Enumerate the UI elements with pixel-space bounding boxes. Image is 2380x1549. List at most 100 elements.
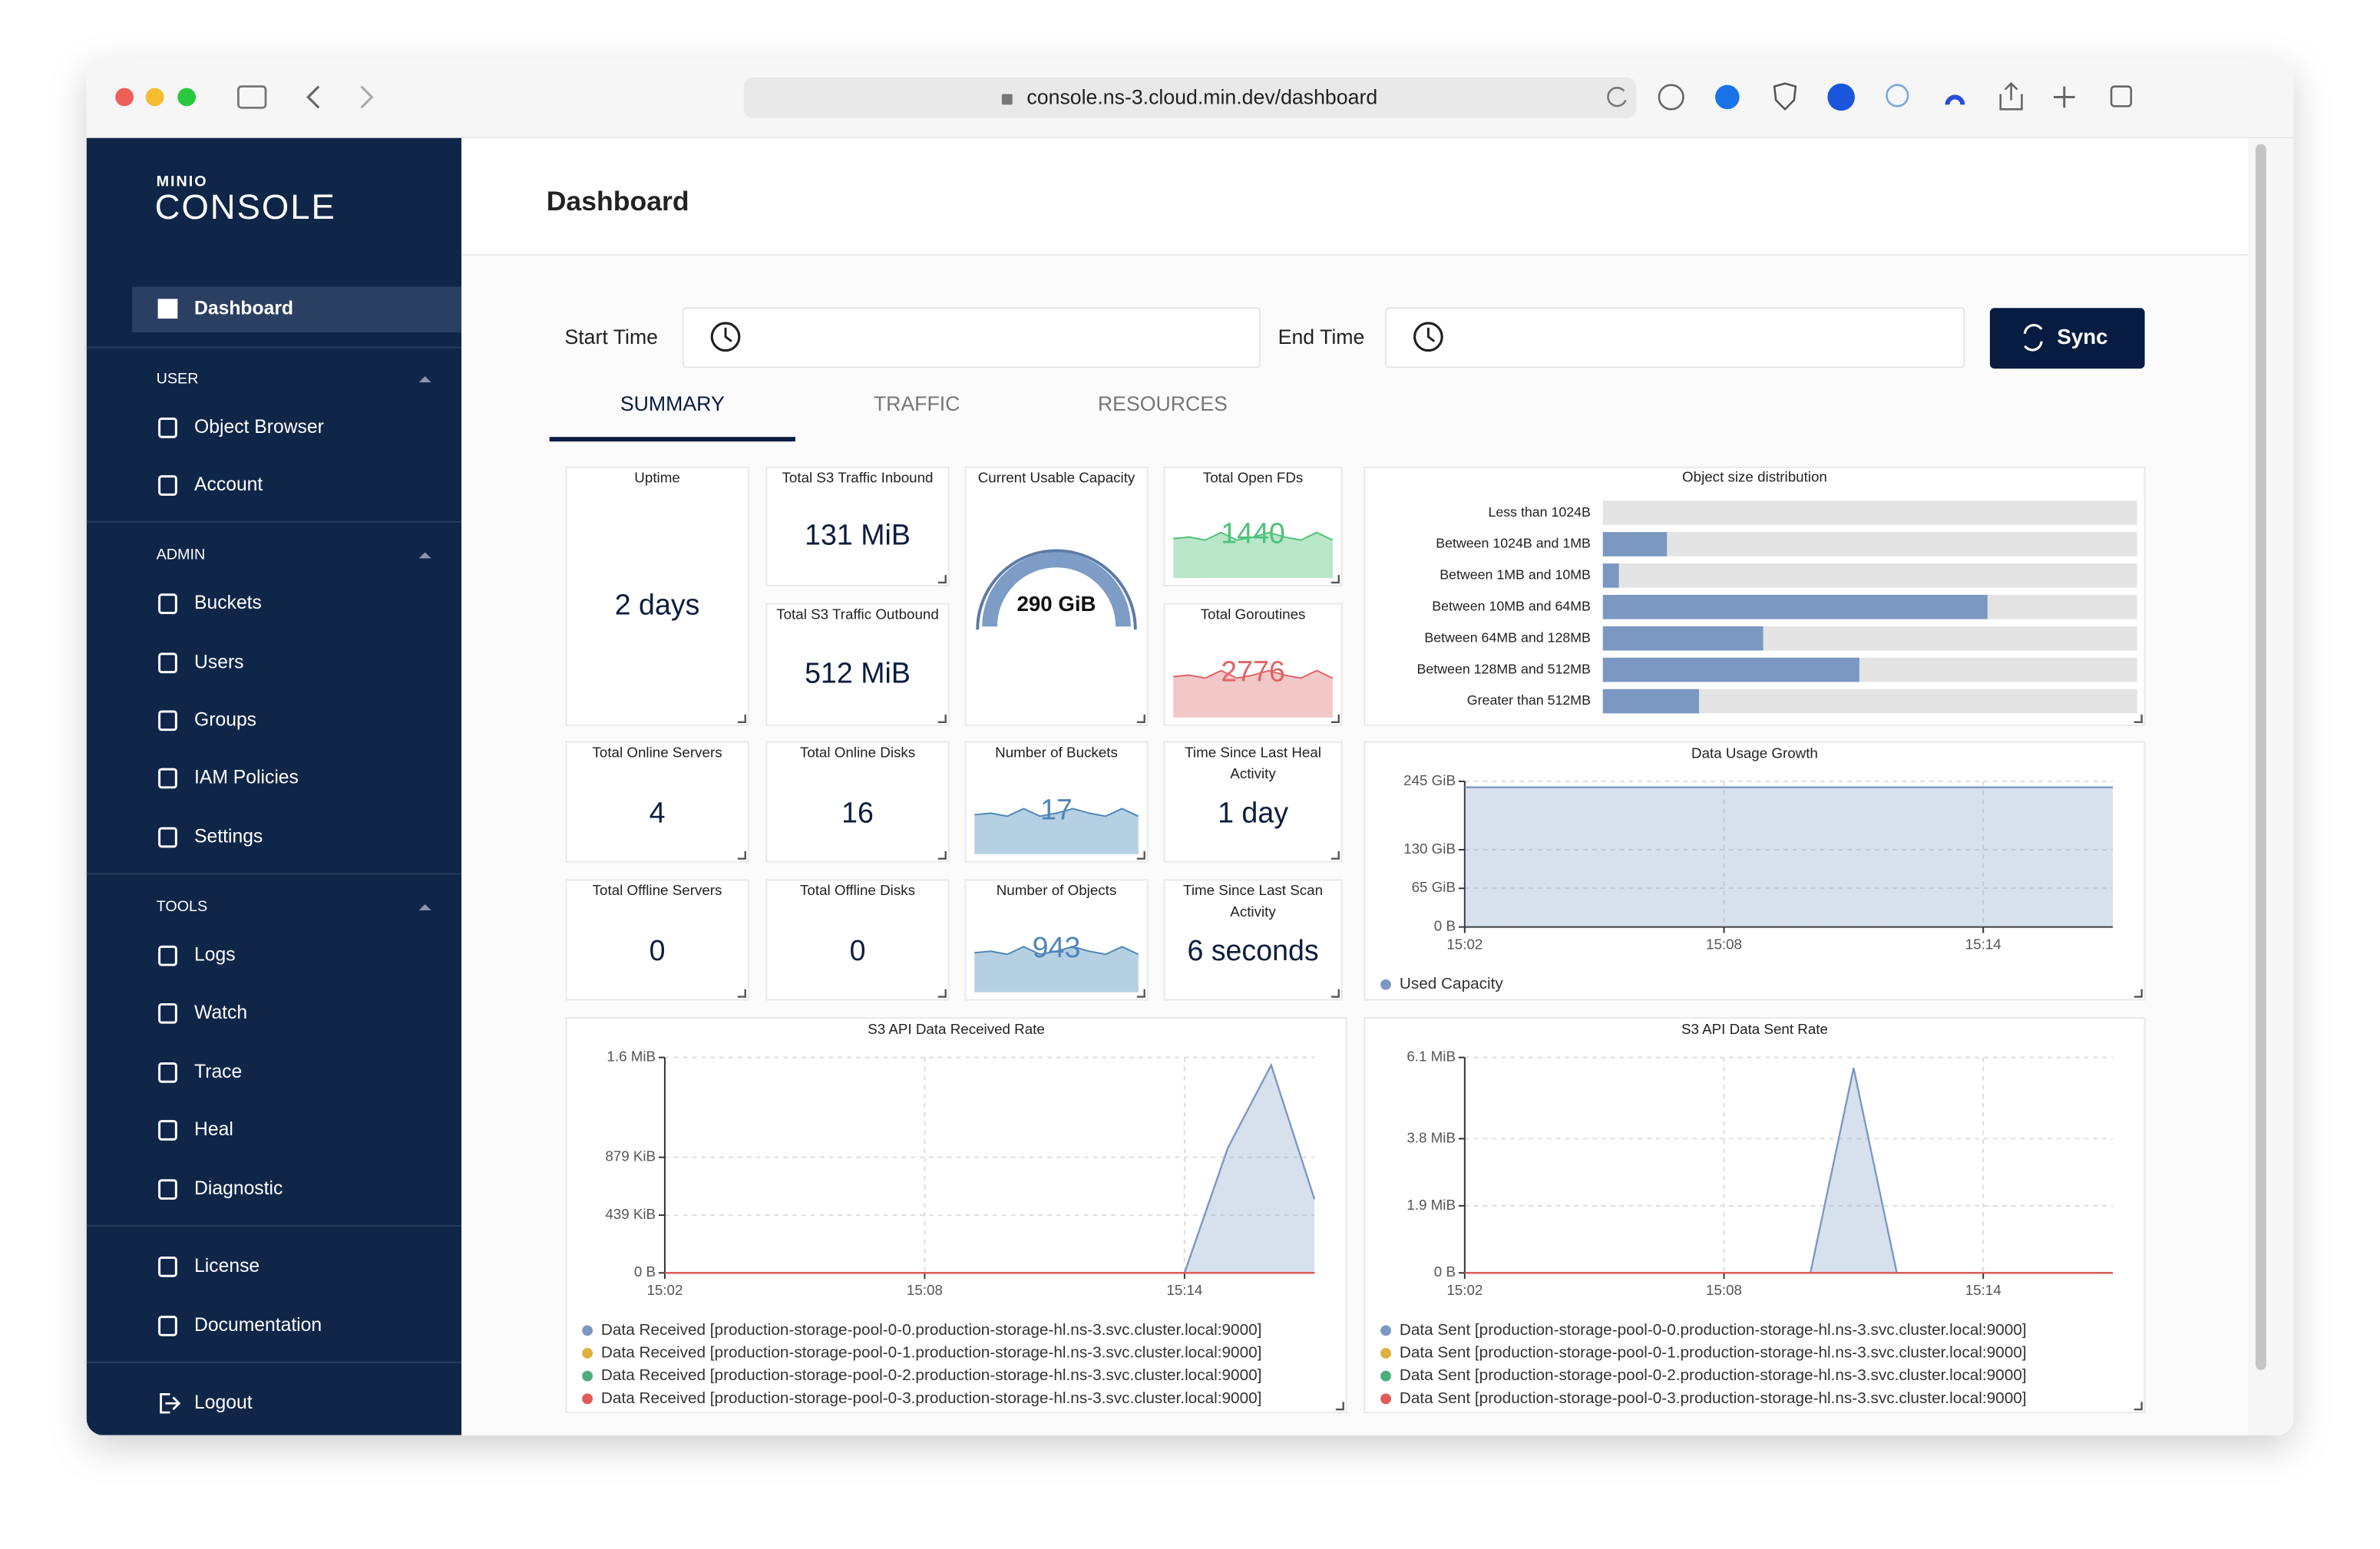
password-extension[interactable]: [1715, 84, 1740, 110]
card-title-box: Number of Buckets: [995, 745, 1118, 761]
nav-item[interactable]: Groups: [194, 709, 256, 730]
legend-label: Data Sent [production-storage-pool-0-3.p…: [1400, 1389, 2027, 1407]
resize-handle[interactable]: [1136, 714, 1145, 723]
share-button[interactable]: [1999, 81, 2023, 111]
sparkline-area: [1173, 532, 1333, 579]
active-nav-item[interactable]: [132, 286, 462, 332]
extension-icon[interactable]: [1945, 94, 1965, 105]
x-tick-label: 15:14: [1166, 1282, 1202, 1298]
resize-handle[interactable]: [1330, 714, 1340, 723]
nav-item[interactable]: Users: [194, 652, 243, 672]
nav-item[interactable]: Watch: [194, 1002, 247, 1023]
downloads-button[interactable]: [1658, 84, 1684, 111]
lock-icon: [1001, 94, 1013, 105]
resize-handle[interactable]: [937, 575, 947, 584]
reload-button[interactable]: [1607, 87, 1627, 107]
sync-button[interactable]: [1989, 308, 2145, 369]
tabs-overview-button[interactable]: [2110, 85, 2133, 107]
card-title-box: Total Online Servers: [592, 745, 722, 761]
privacy-extension[interactable]: [1773, 82, 1797, 111]
collapse-caret[interactable]: [418, 552, 431, 559]
resize-handle[interactable]: [937, 989, 947, 998]
url: console.ns-3.cloud.min.dev/dashboard: [1026, 86, 1377, 109]
resize-handle[interactable]: [1330, 575, 1340, 584]
section-title: TOOLS: [157, 898, 208, 915]
bar: [1602, 532, 1668, 557]
minimize-button[interactable]: [145, 88, 164, 107]
nav-icon: [158, 1062, 177, 1083]
start-time-input[interactable]: [682, 307, 1261, 368]
collapse-caret[interactable]: [418, 376, 431, 383]
legend-label: Data Sent [production-storage-pool-0-0.p…: [1400, 1321, 2027, 1339]
nav-item[interactable]: Trace: [194, 1062, 242, 1082]
ghostery-extension[interactable]: [1886, 84, 1909, 107]
x-tick-label: 15:14: [1965, 1282, 2002, 1298]
legend-swatch: [1380, 1393, 1391, 1405]
card: [1364, 741, 2146, 1001]
resize-handle[interactable]: [2134, 714, 2143, 723]
forward-button[interactable]: [360, 85, 374, 109]
gauge-arc: [982, 552, 1131, 627]
resize-handle[interactable]: [1330, 989, 1340, 998]
card-title: Total Goroutines: [1200, 606, 1306, 624]
end-time-label: End Time: [1278, 325, 1365, 348]
adblock-extension[interactable]: [1827, 83, 1855, 111]
zoom-button[interactable]: [177, 88, 197, 107]
nav-item[interactable]: IAM Policies: [194, 767, 299, 788]
legend-swatch: [1380, 1325, 1391, 1336]
legend-swatch: [1380, 1370, 1391, 1382]
x-tick-label: 15:14: [1965, 936, 2002, 952]
nav-item[interactable]: Diagnostic: [194, 1178, 283, 1199]
nav-item[interactable]: Object Browser: [194, 417, 324, 438]
collapse-caret[interactable]: [418, 903, 431, 910]
close-button[interactable]: [115, 88, 134, 107]
card-value: 0: [650, 934, 666, 966]
bar: [1602, 563, 1619, 588]
scrollbar-track: [2247, 137, 2294, 1435]
category-label: Between 1024B and 1MB: [1436, 536, 1591, 551]
resize-handle[interactable]: [937, 850, 947, 860]
nav-icon: [158, 1257, 177, 1277]
resize-handle[interactable]: [1335, 1402, 1344, 1411]
resize-handle[interactable]: [937, 714, 947, 723]
nav-item[interactable]: Account: [194, 474, 263, 495]
logout-icon: [160, 1393, 181, 1414]
nav-item[interactable]: Settings: [194, 827, 263, 847]
resize-handle[interactable]: [2134, 989, 2143, 998]
tab[interactable]: SUMMARY: [620, 392, 725, 415]
card-title-box: Time Since Last Scan Activity: [1183, 883, 1323, 920]
start-time-label: Start Time: [564, 325, 658, 348]
sidebar-toggle[interactable]: [237, 85, 267, 109]
logo-top: MINIO: [157, 173, 208, 190]
scrollbar-thumb[interactable]: [2255, 144, 2266, 1370]
card-value: 16: [841, 796, 874, 828]
card-value: 2 days: [615, 589, 700, 621]
y-tick-label: 1.6 MiB: [607, 1049, 656, 1065]
address-bar[interactable]: [743, 77, 1637, 119]
resize-handle[interactable]: [1136, 989, 1145, 998]
tab[interactable]: TRAFFIC: [874, 392, 960, 415]
resize-handle[interactable]: [737, 989, 746, 998]
x-tick-label: 15:08: [1706, 1282, 1742, 1298]
y-tick-label: 879 KiB: [605, 1148, 656, 1164]
nav-icon: [158, 710, 177, 732]
tab[interactable]: RESOURCES: [1098, 392, 1228, 415]
resize-handle[interactable]: [737, 714, 746, 723]
area-fill: [664, 1065, 1315, 1273]
resize-handle[interactable]: [1136, 850, 1145, 860]
resize-handle[interactable]: [1330, 850, 1340, 860]
bar-track: [1602, 532, 2137, 557]
back-button[interactable]: [306, 85, 320, 109]
end-time-input[interactable]: [1385, 307, 1965, 368]
new-tab-button[interactable]: [2053, 86, 2075, 108]
resize-handle[interactable]: [737, 850, 746, 860]
y-tick-label: 65 GiB: [1412, 879, 1456, 895]
nav-item[interactable]: Heal: [194, 1119, 233, 1140]
card-title-box: Total Open FDs: [1203, 471, 1303, 487]
resize-handle[interactable]: [2134, 1402, 2143, 1411]
dashboard-icon: [157, 299, 178, 319]
nav-item[interactable]: Logs: [194, 945, 236, 966]
nav-item[interactable]: Buckets: [194, 593, 262, 613]
legend-label: Data Received [production-storage-pool-0…: [601, 1321, 1262, 1339]
card-value: 0: [850, 934, 866, 966]
